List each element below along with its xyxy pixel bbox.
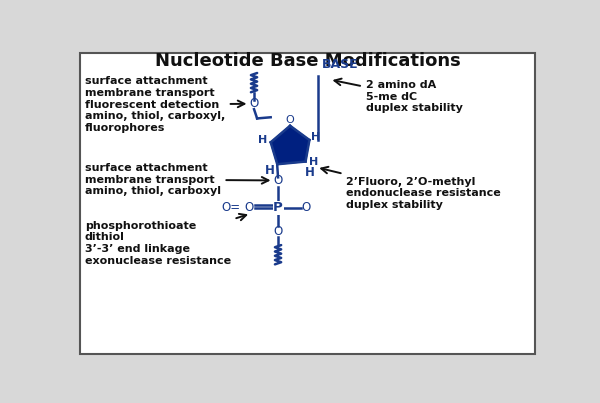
Text: O: O: [274, 225, 283, 238]
Polygon shape: [271, 126, 310, 164]
Text: O: O: [244, 201, 254, 214]
Text: H: H: [305, 166, 315, 179]
Text: H: H: [308, 157, 318, 167]
Text: 2 amino dA
5-me dC
duplex stability: 2 amino dA 5-me dC duplex stability: [334, 79, 463, 114]
Text: H: H: [311, 132, 320, 142]
Text: BASE: BASE: [322, 58, 358, 71]
Text: Nucleotide Base Modifications: Nucleotide Base Modifications: [155, 52, 460, 71]
Text: 2’Fluoro, 2’O-methyl
endonuclease resistance
duplex stability: 2’Fluoro, 2’O-methyl endonuclease resist…: [321, 167, 501, 210]
Text: P: P: [273, 201, 283, 214]
Text: O: O: [250, 97, 259, 110]
Text: O: O: [301, 201, 311, 214]
Text: phosphorothioate
dithiol
3’-3’ end linkage
exonuclease resistance: phosphorothioate dithiol 3’-3’ end linka…: [85, 214, 246, 266]
Text: O=: O=: [221, 201, 241, 214]
Text: O: O: [286, 115, 295, 125]
Text: H: H: [265, 164, 275, 177]
Text: O: O: [274, 174, 283, 187]
Text: surface attachment
membrane transport
fluorescent detection
amino, thiol, carbox: surface attachment membrane transport fl…: [85, 77, 244, 133]
Text: surface attachment
membrane transport
amino, thiol, carboxyl: surface attachment membrane transport am…: [85, 163, 268, 196]
Text: H: H: [257, 135, 267, 145]
